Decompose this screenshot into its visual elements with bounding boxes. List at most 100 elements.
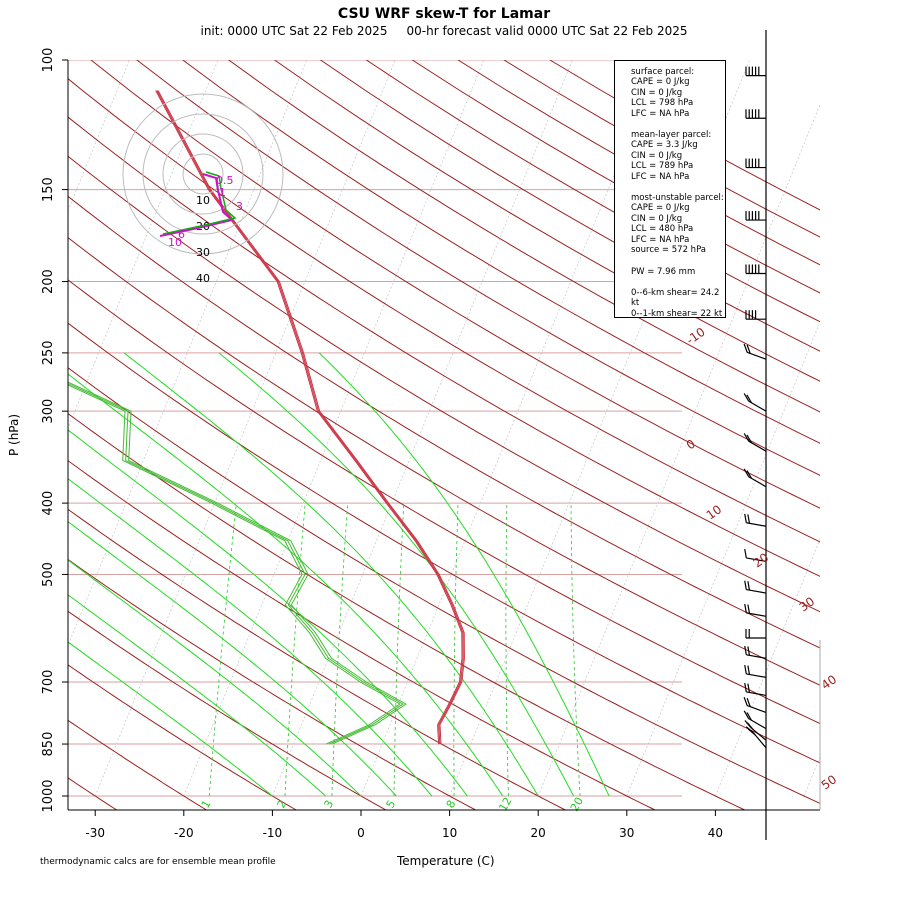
isotherm-label: 0	[684, 437, 698, 453]
dry-adiabat	[68, 195, 820, 649]
moist-adiabat	[68, 594, 326, 797]
dry-adiabat	[136, 60, 820, 476]
wind-barb-flag	[743, 433, 750, 442]
hodograph-trace-alt	[162, 171, 237, 235]
mixing-ratio-line	[331, 503, 349, 797]
dry-adiabat	[365, 60, 820, 323]
dry-adiabat	[68, 664, 298, 810]
wind-barb-flag	[744, 682, 747, 693]
dewpoint-profile	[68, 384, 401, 745]
hodograph-label: 6	[178, 228, 185, 241]
isotherm-line	[626, 320, 820, 797]
temperature-tick-label: 10	[442, 826, 457, 840]
moist-adiabat	[218, 352, 575, 797]
moist-adiabat	[68, 373, 504, 797]
wind-barb	[746, 673, 767, 678]
isotherm-label: 50	[819, 772, 840, 792]
wind-barb	[747, 705, 767, 714]
wind-barb-flag	[746, 434, 752, 444]
wind-barb-flag	[747, 514, 751, 524]
pressure-tick-label: 250	[41, 340, 56, 365]
wind-barb	[752, 732, 767, 749]
isotherm-line	[94, 60, 396, 797]
isotherm-label: 30	[797, 594, 818, 614]
wind-barb-flag	[744, 664, 747, 675]
temperature-tick-label: -30	[85, 826, 105, 840]
wind-barb	[748, 476, 767, 488]
moist-adiabat	[318, 352, 610, 797]
mixing-ratio-line	[284, 503, 306, 797]
wind-barb	[750, 726, 767, 741]
pressure-tick-label: 400	[41, 491, 56, 516]
wind-barb-flag	[746, 722, 754, 730]
isotherm-label: 20	[751, 550, 772, 570]
hodograph-ring-label: 10	[196, 194, 210, 207]
wind-barb	[748, 718, 767, 730]
pressure-tick-label: 700	[41, 670, 56, 695]
profiles	[68, 90, 465, 745]
temperature-tick-label: -20	[174, 826, 194, 840]
hodograph-label: 3	[236, 200, 243, 213]
pressure-tick-label: 300	[41, 399, 56, 424]
moist-adiabat	[123, 352, 539, 797]
isotherm-line	[803, 755, 820, 797]
mean-layer-lfc: LFC = NA hPa	[631, 171, 690, 182]
isotherm-line	[715, 538, 820, 797]
pressure-tick-label: 200	[41, 269, 56, 294]
wind-barb-flag	[746, 698, 751, 707]
chart-title: CSU WRF skew-T for Lamar	[337, 6, 551, 22]
mean-layer-title: mean-layer parcel:	[631, 130, 712, 141]
temperature-profile	[155, 90, 463, 745]
pressure-tick-label: 1000	[41, 779, 56, 812]
isotherm-line	[360, 60, 662, 797]
wind-barb	[746, 589, 767, 594]
hodograph-label: 10	[168, 236, 182, 249]
isotherm-line	[183, 60, 485, 797]
hodograph-ring-label: 30	[196, 246, 210, 259]
precipitable-water: PW = 7.96 mm	[631, 266, 696, 277]
isotherm-label: 10	[704, 502, 725, 522]
mixing-ratio-label: 5	[384, 798, 399, 811]
dry-adiabat	[319, 60, 820, 352]
x-axis-label: Temperature (C)	[397, 854, 495, 868]
mixing-ratio-line	[570, 503, 581, 797]
surface-cin: CIN = 0 J/kg	[631, 87, 683, 98]
isotherm-line	[68, 60, 219, 430]
shear-0-6km: 0--6-km shear= 24.2 kt	[631, 287, 720, 309]
shear-0-1km: 0--1-km shear= 22 kt	[631, 308, 723, 319]
background-grid	[68, 60, 820, 797]
wind-barb-flag	[747, 683, 751, 693]
wind-barb-flag	[743, 710, 750, 719]
surface-cape: CAPE = 0 J/kg	[631, 77, 690, 88]
moist-adiabat	[68, 521, 397, 797]
wind-barb-flag	[747, 581, 751, 591]
hodograph-label: 1	[219, 186, 226, 199]
most-unstable-title: most-unstable parcel:	[631, 193, 724, 204]
wind-barb-flag	[747, 728, 756, 736]
wind-barb-flag	[744, 548, 747, 559]
wind-barb	[748, 400, 767, 412]
temperature-tick-label: 40	[708, 826, 723, 840]
mixing-ratio-label: 1	[199, 798, 214, 811]
dry-adiabat	[68, 322, 820, 764]
wind-barb	[746, 691, 767, 696]
pressure-tick-label: 100	[41, 48, 56, 73]
dry-adiabat	[68, 412, 746, 810]
dry-adiabat	[181, 60, 820, 444]
temperature-profile	[156, 90, 464, 745]
isotherm-line	[537, 103, 820, 797]
isotherm-label: 40	[819, 672, 840, 692]
dry-adiabat	[68, 116, 820, 577]
surface-lcl: LCL = 798 hPa	[631, 98, 694, 109]
hodograph-ring-label: 40	[196, 272, 210, 285]
isotherm-line	[272, 60, 573, 797]
dry-adiabat	[68, 719, 208, 810]
wind-barb-flag	[746, 470, 752, 479]
hodograph-trace	[159, 173, 235, 237]
pressure-tick-label: 850	[41, 732, 56, 757]
hodograph-ring	[162, 133, 244, 215]
surface-lfc: LFC = NA hPa	[631, 108, 690, 119]
wind-barb-flag	[744, 513, 747, 523]
moist-adiabat	[68, 429, 468, 797]
